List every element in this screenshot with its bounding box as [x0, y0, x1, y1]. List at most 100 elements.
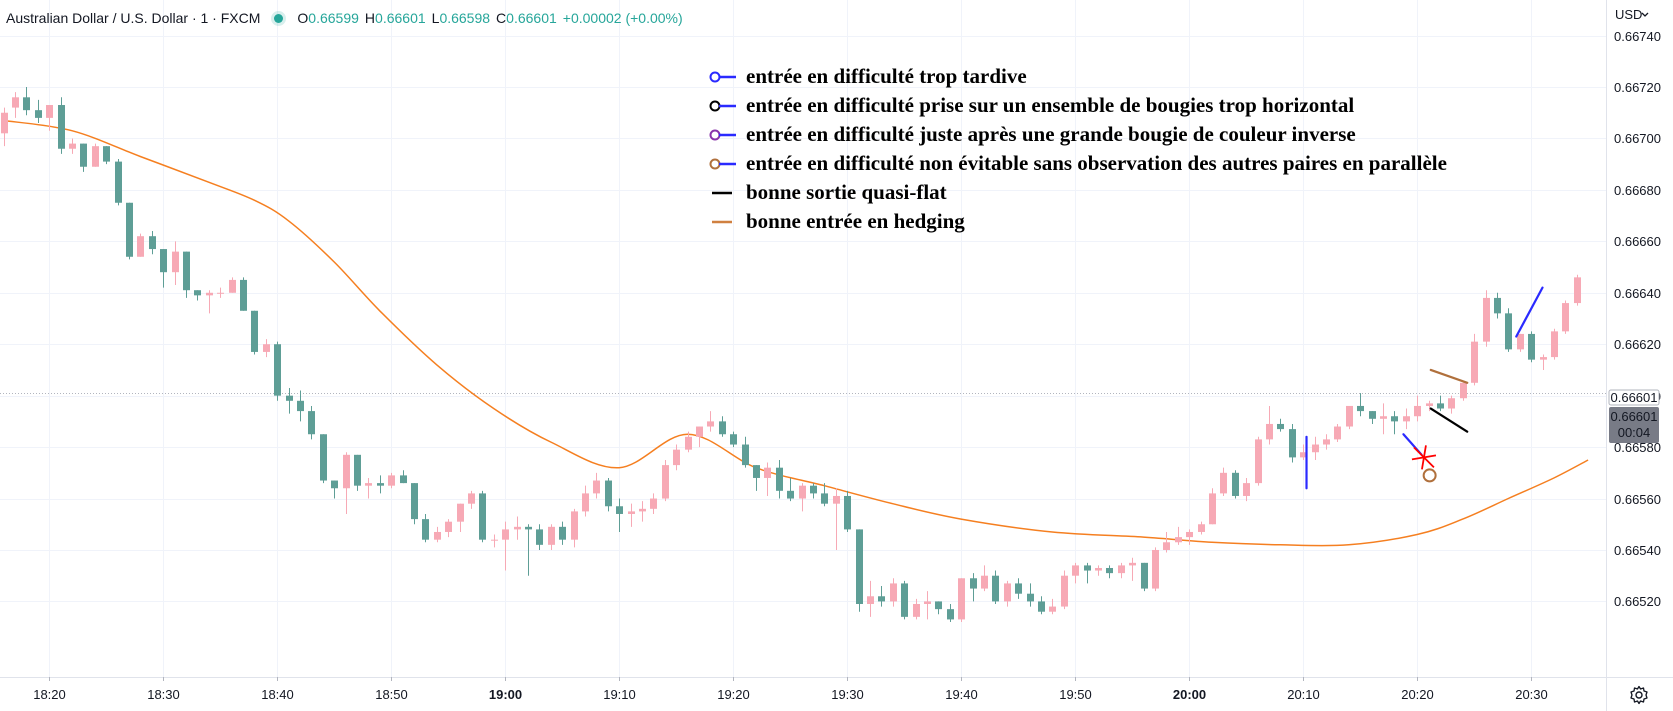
candle-body [1129, 562, 1136, 566]
candle [172, 241, 179, 286]
candle [1380, 403, 1387, 435]
low-key: L [431, 10, 440, 26]
candle [103, 146, 110, 165]
annotation-line [1429, 407, 1469, 433]
candle-body [730, 434, 737, 445]
candle [206, 290, 213, 314]
candle [548, 524, 555, 550]
time-axis[interactable]: 18:20 18:30 18:40 18:50 19:00 19:10 19:20 19:30… [0, 677, 1673, 702]
candle-body [388, 475, 395, 486]
candle [867, 580, 874, 617]
candle-body [787, 490, 794, 499]
price-tick-label: 0.66520 [1614, 594, 1661, 609]
open-value: 0.66599 [308, 10, 359, 26]
candle [377, 475, 384, 494]
candle [365, 477, 372, 499]
candle [901, 580, 908, 620]
legend-item: entrée en difficulté trop tardive [708, 62, 1447, 91]
price-axis[interactable]: 0.66740 0.66720 0.66700 0.66680 0.66660 0.666… [1606, 0, 1662, 711]
time-tick-label: 19:10 [603, 687, 636, 702]
time-tick-label: 20:00 [1173, 687, 1206, 702]
candle-body [1289, 429, 1296, 458]
candle [263, 339, 270, 358]
market-status-icon[interactable] [274, 13, 284, 23]
candle-body [445, 521, 452, 532]
candle [115, 159, 122, 206]
candle [958, 578, 965, 622]
candle-body [1015, 583, 1022, 594]
annotation-line [1429, 368, 1469, 384]
price-tick-label: 0.66580 [1614, 440, 1661, 455]
price-tick-label: 0.66640 [1614, 286, 1661, 301]
open-key: O [297, 10, 309, 26]
candle-body [58, 105, 65, 149]
candle [1163, 531, 1170, 553]
candle [662, 459, 669, 502]
candle-body [1300, 452, 1307, 458]
time-tick-label: 20:30 [1515, 687, 1548, 702]
candle [343, 452, 350, 514]
candle-body [548, 526, 555, 545]
candle-body [1334, 426, 1341, 440]
candle-body [1391, 416, 1398, 422]
candle-body [354, 454, 361, 486]
candle [308, 405, 315, 440]
candle [331, 480, 338, 499]
candle [947, 603, 954, 622]
candle-body [1346, 405, 1353, 427]
annotation-legend: entrée en difficulté trop tardive entrée… [708, 62, 1447, 236]
candle-body [1175, 537, 1182, 543]
time-tick-label: 18:30 [147, 687, 180, 702]
currency-label[interactable]: USD [1615, 7, 1642, 22]
candle [457, 503, 464, 532]
candle-body [1483, 297, 1490, 342]
legend-label: entrée en difficulté non évitable sans o… [746, 151, 1447, 175]
candle [764, 462, 771, 496]
candle [240, 277, 247, 311]
price-tick-label: 0.66680 [1614, 183, 1661, 198]
candle-body [331, 480, 338, 489]
legend-item: bonne sortie quasi-flat [708, 178, 1447, 207]
candle [639, 501, 646, 522]
candle-body [320, 434, 327, 481]
candle-body [821, 493, 828, 504]
price-tick-label: 0.66740 [1614, 29, 1661, 44]
candle-body [457, 503, 464, 522]
candle [1562, 300, 1569, 334]
candle [1129, 557, 1136, 581]
candle-body [92, 146, 99, 167]
candle [1494, 292, 1501, 319]
candle [1198, 521, 1205, 535]
candle [856, 529, 863, 612]
symbol-title[interactable]: Australian Dollar / U.S. Dollar · 1 · FX… [6, 10, 261, 26]
circle-line-icon [709, 158, 736, 169]
candle [1220, 467, 1227, 496]
line-icon [712, 220, 732, 223]
last-value-label: 0.66601 [1611, 390, 1658, 405]
candle-body [1494, 297, 1501, 314]
candle-body [172, 251, 179, 273]
candle [1061, 570, 1068, 610]
candle [1289, 423, 1296, 463]
candle [707, 411, 714, 432]
candle [12, 92, 19, 118]
candle-body [844, 495, 851, 530]
candle-body [103, 146, 110, 162]
candle-body [571, 511, 578, 540]
candle-body [468, 493, 475, 504]
price-tick-label: 0.66560 [1614, 492, 1661, 507]
candle [605, 477, 612, 512]
high-key: H [364, 10, 376, 26]
settings-gear-icon[interactable] [1628, 684, 1650, 706]
time-tick-label: 19:40 [945, 687, 978, 702]
currency-chevron-icon[interactable] [1641, 12, 1649, 17]
price-tick-label: 0.66720 [1614, 80, 1661, 95]
candle [1027, 583, 1034, 607]
candle [1391, 411, 1398, 435]
high-value: 0.66601 [375, 10, 426, 26]
candle [878, 585, 885, 607]
candle-body [35, 110, 42, 118]
candle [388, 472, 395, 489]
time-tick-label: 19:30 [831, 687, 864, 702]
